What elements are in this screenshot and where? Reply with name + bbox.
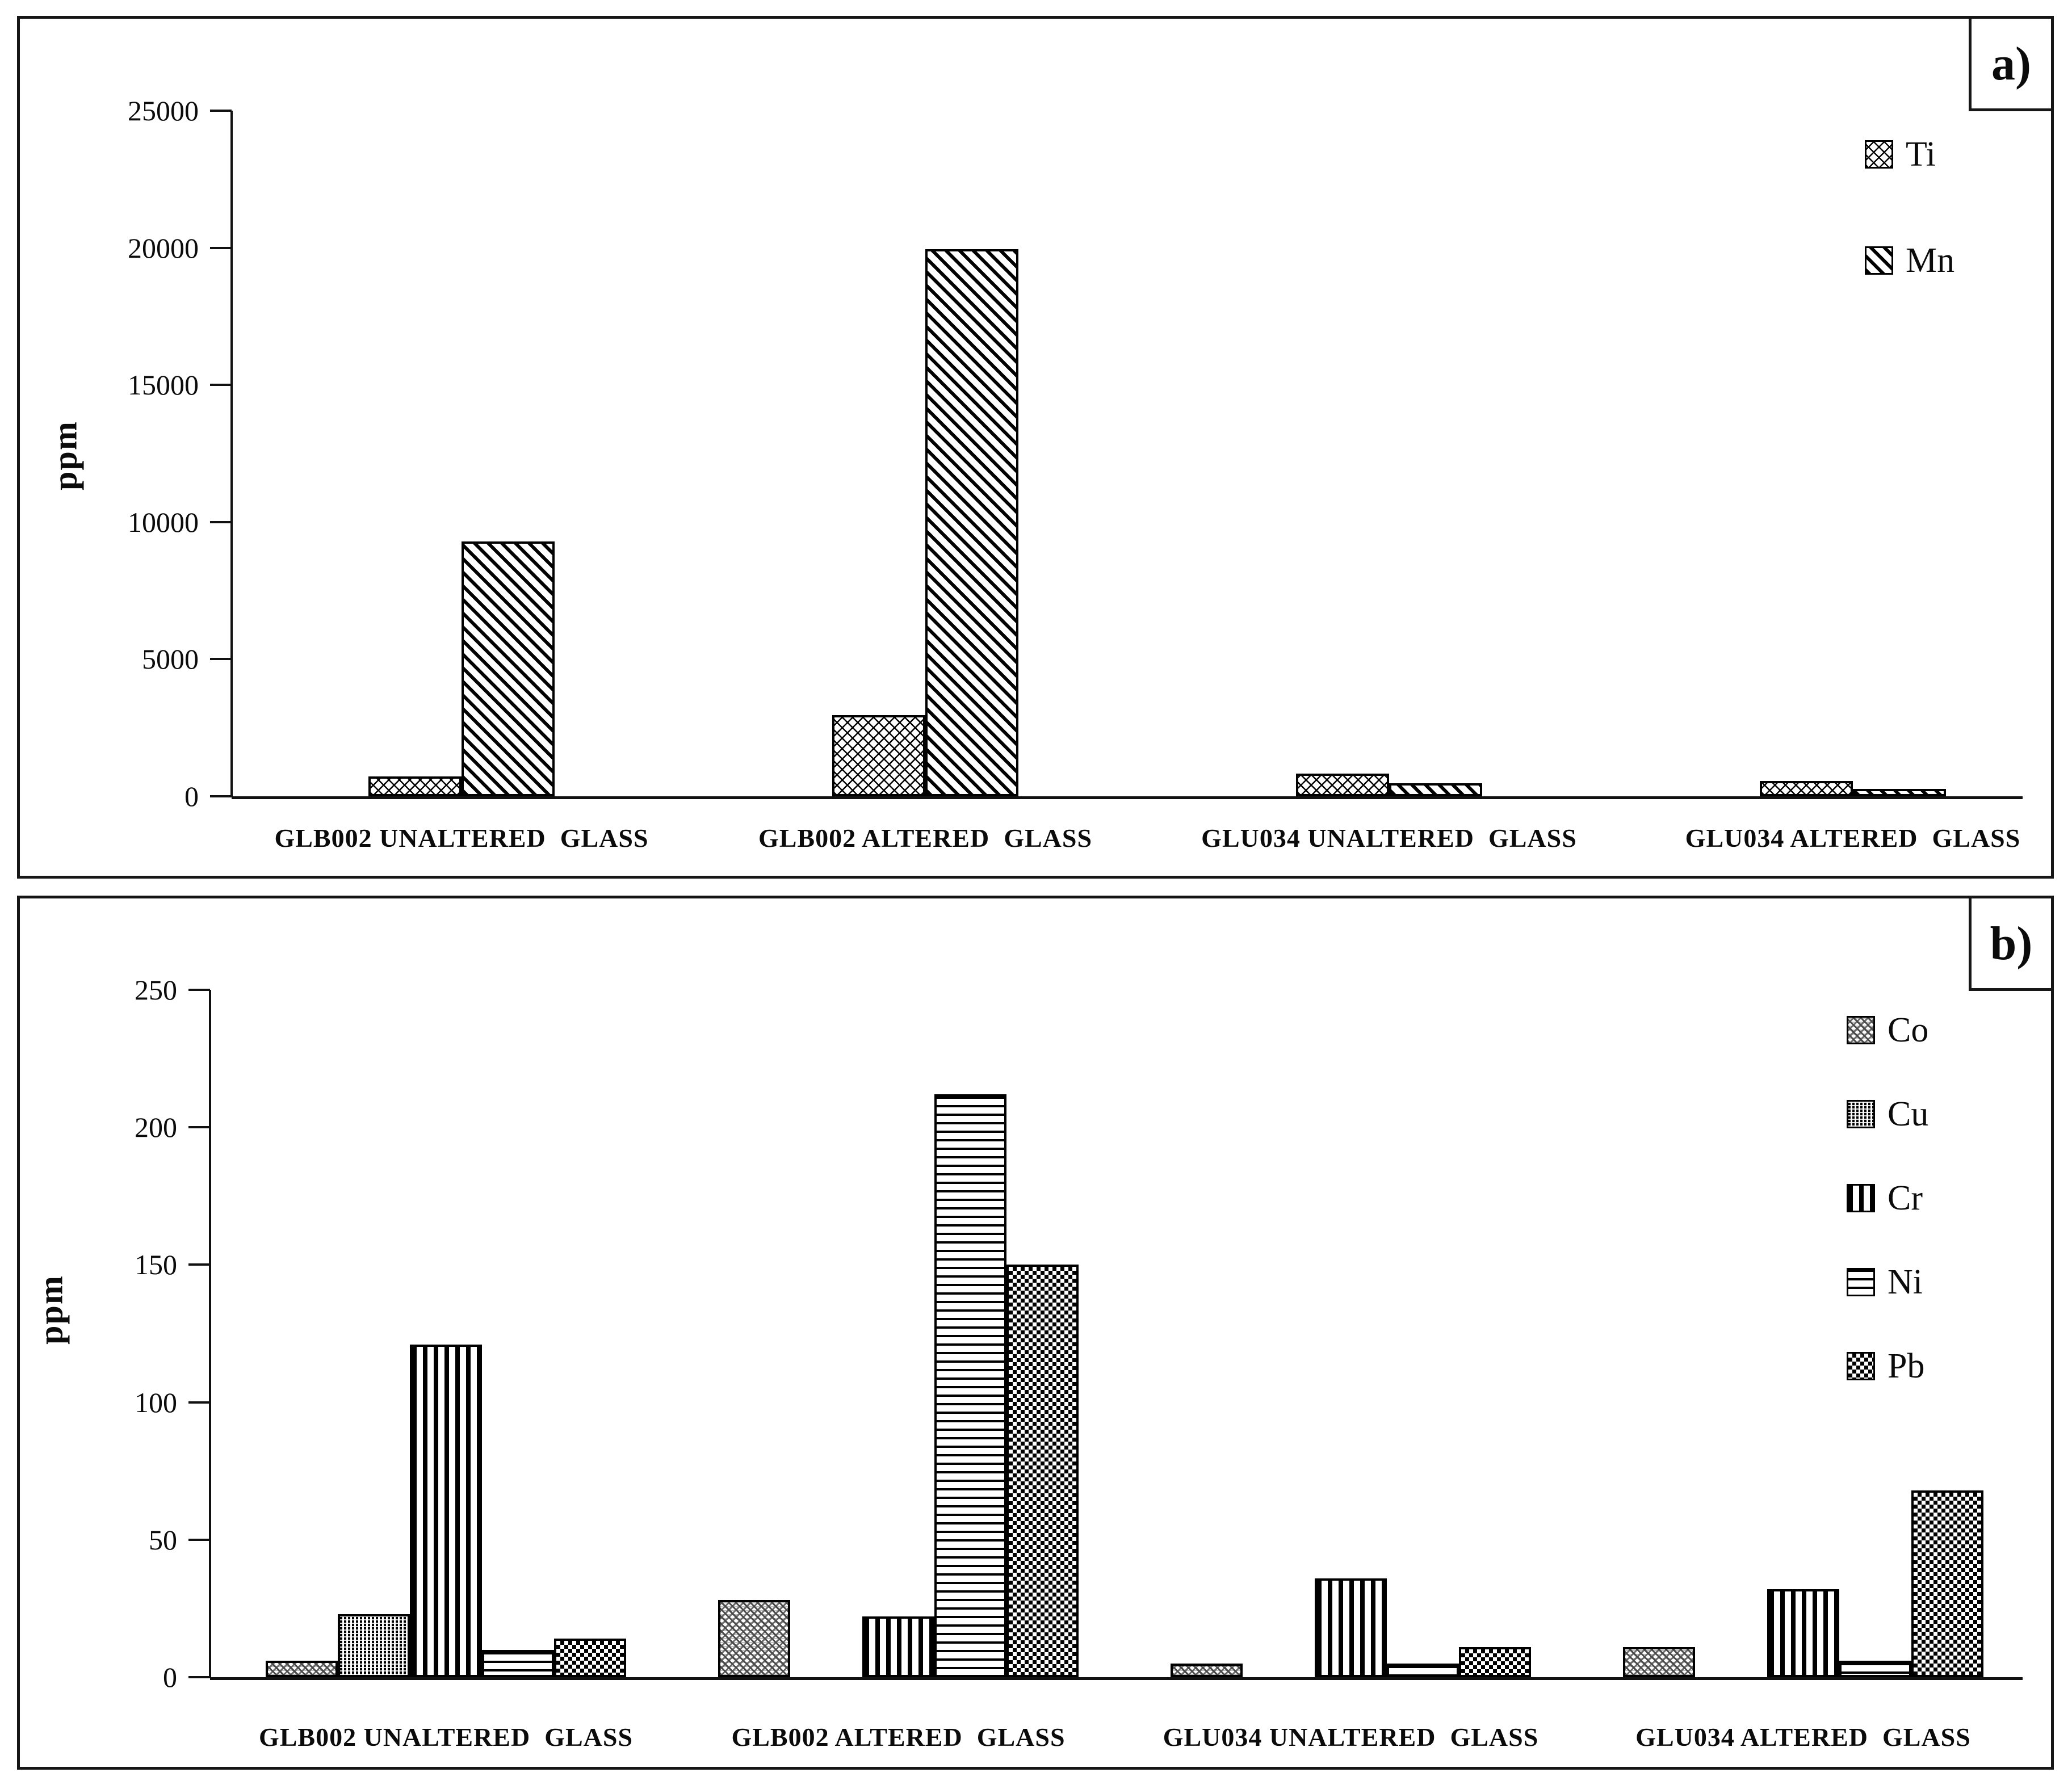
legend-label-Mn: Mn (1906, 241, 1955, 280)
y-axis-tick (210, 658, 232, 661)
y-axis-tick (210, 520, 232, 523)
legend-swatch-Pb (1847, 1352, 1875, 1380)
x-axis-line (210, 1677, 2023, 1680)
legend-label-Co: Co (1888, 1011, 1929, 1049)
bar-Mn-group4 (1853, 789, 1946, 796)
y-tick-label: 200 (135, 1111, 177, 1144)
bar-Co-group2 (718, 1600, 790, 1677)
y-axis-tick (210, 384, 232, 387)
y-axis-tick (188, 1676, 210, 1678)
y-tick-label: 15000 (128, 369, 199, 401)
bar-Co-group1 (266, 1660, 338, 1677)
category-label: GLB002 ALTERED GLASS (758, 824, 1093, 852)
category-label: GLB002 ALTERED GLASS (731, 1723, 1066, 1752)
legend-swatch-Mn (1865, 246, 1893, 275)
bar-Ti-group3 (1296, 774, 1389, 796)
bar-Mn-group1 (462, 541, 555, 796)
y-axis-tick (210, 795, 232, 797)
legend-label-Cu: Cu (1888, 1095, 1929, 1133)
bar-Ni-group3 (1387, 1663, 1459, 1677)
bar-Ni-group1 (482, 1649, 554, 1677)
x-axis-line (232, 796, 2023, 799)
y-axis-tick (210, 246, 232, 249)
y-tick-label: 10000 (128, 506, 199, 538)
bar-Co-group4 (1623, 1647, 1695, 1677)
bar-Pb-group1 (554, 1639, 626, 1677)
y-tick-label: 0 (163, 1661, 177, 1693)
y-tick-label: 25000 (128, 95, 199, 127)
category-label: GLU034 UNALTERED GLASS (1163, 1723, 1539, 1752)
bar-Ti-group1 (368, 776, 462, 796)
bar-Ni-group4 (1839, 1660, 1911, 1677)
y-axis-tick (188, 989, 210, 991)
bar-Mn-group3 (1389, 783, 1482, 796)
legend-label-Ti: Ti (1906, 135, 1936, 174)
y-axis-line (230, 111, 233, 796)
legend-label-Cr: Cr (1888, 1179, 1923, 1217)
bar-Cr-group1 (410, 1344, 482, 1677)
legend-swatch-Cu (1847, 1100, 1875, 1128)
y-tick-label: 0 (184, 780, 199, 812)
bar-Co-group3 (1171, 1663, 1243, 1677)
bar-Ti-group2 (832, 715, 925, 796)
bar-Cr-group4 (1767, 1589, 1839, 1677)
panel-a: a) ppm 0 5000 10000 15000 20000 25000 GLB002 U… (17, 16, 2054, 879)
y-tick-label: 5000 (142, 643, 199, 675)
bar-Pb-group3 (1459, 1647, 1531, 1677)
panel-b: b) ppm 0 50 100 150 200 250 GLB002 UNALTERED G… (17, 896, 2054, 1770)
bar-Ti-group4 (1760, 780, 1853, 796)
y-tick-label: 250 (135, 974, 177, 1006)
legend-swatch-Cr (1847, 1184, 1875, 1212)
bar-Cr-group3 (1315, 1578, 1387, 1677)
legend-label-Ni: Ni (1888, 1263, 1923, 1301)
category-label: GLU034 ALTERED GLASS (1635, 1723, 1971, 1752)
y-axis-tick (188, 1126, 210, 1129)
y-tick-label: 50 (149, 1523, 177, 1556)
y-tick-label: 100 (135, 1386, 177, 1418)
y-tick-label: 150 (135, 1249, 177, 1281)
bar-Ni-group2 (934, 1094, 1006, 1677)
category-label: GLU034 ALTERED GLASS (1685, 824, 2021, 852)
bar-Pb-group4 (1911, 1490, 1983, 1677)
category-label: GLU034 UNALTERED GLASS (1201, 824, 1577, 852)
legend-label-Pb: Pb (1888, 1347, 1925, 1385)
y-axis-tick (188, 1538, 210, 1541)
category-label: GLB002 UNALTERED GLASS (274, 824, 649, 852)
legend-swatch-Ni (1847, 1268, 1875, 1296)
bar-Cr-group2 (862, 1616, 934, 1677)
y-axis-line (209, 990, 211, 1677)
y-axis-tick (188, 1263, 210, 1266)
y-axis-tick (210, 110, 232, 112)
panel-a-letter: a) (1969, 16, 2054, 111)
bar-Mn-group2 (925, 249, 1018, 796)
bar-Cu-group1 (338, 1614, 410, 1677)
legend-swatch-Co (1847, 1016, 1875, 1044)
panel-a-y-axis-title: ppm (46, 421, 84, 490)
y-tick-label: 20000 (128, 232, 199, 264)
legend-swatch-Ti (1865, 140, 1893, 169)
y-axis-tick (188, 1401, 210, 1404)
bar-Pb-group2 (1006, 1265, 1079, 1677)
category-label: GLB002 UNALTERED GLASS (258, 1723, 634, 1752)
panel-b-letter: b) (1969, 896, 2054, 991)
panel-b-y-axis-title: ppm (32, 1275, 70, 1345)
